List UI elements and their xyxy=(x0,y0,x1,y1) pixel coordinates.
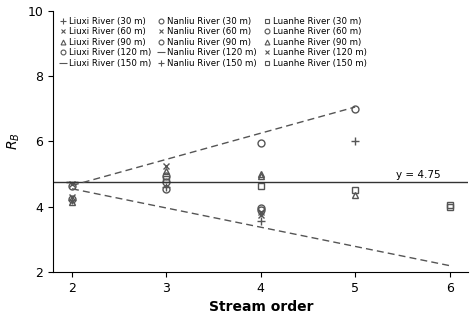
Text: y = 4.75: y = 4.75 xyxy=(395,170,440,180)
Legend: Liuxi River (30 m), Liuxi River (60 m), Liuxi River (90 m), Liuxi River (120 m),: Liuxi River (30 m), Liuxi River (60 m), … xyxy=(57,15,369,69)
X-axis label: Stream order: Stream order xyxy=(209,300,313,315)
Y-axis label: $R_B$: $R_B$ xyxy=(6,132,22,150)
